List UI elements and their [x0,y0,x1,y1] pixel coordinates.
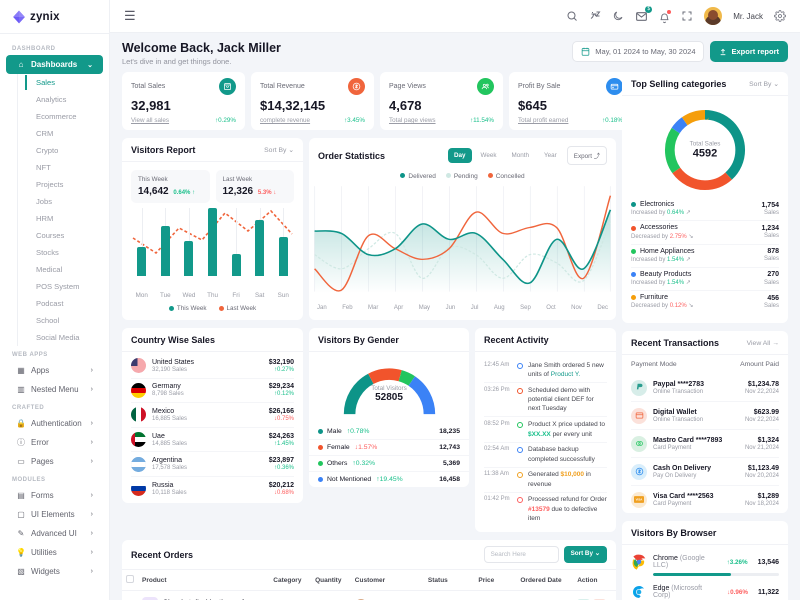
svg-text:VISA: VISA [636,498,644,502]
